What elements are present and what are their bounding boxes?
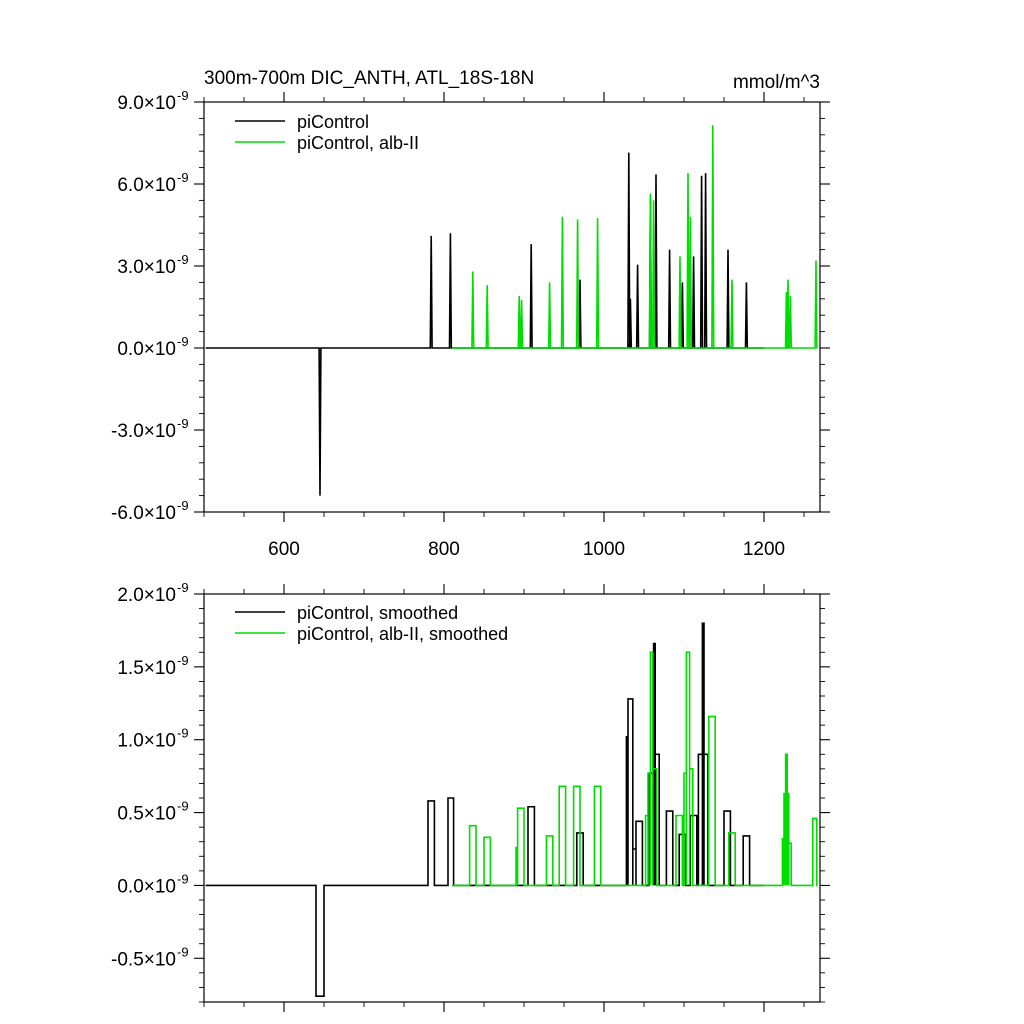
y-tick-label: 0.0×10 <box>117 876 176 897</box>
y-tick-label: 1.5×10 <box>117 658 176 679</box>
top-chart-panel: 300m-700m DIC_ANTH, ATL_18S-18N mmol/m^3… <box>111 68 830 560</box>
y-tick-exponent: -9 <box>177 944 189 959</box>
x-tick-label: 1000 <box>583 539 625 560</box>
y-tick-exponent: -9 <box>177 416 189 431</box>
bottom-chart-panel: -0.5×10 -90.0×10 -90.5×10 -91.0×10 -91.5×10-… <box>111 580 830 1012</box>
y-tick-exponent: -9 <box>177 88 189 103</box>
y-tick-label: 1.0×10 <box>117 731 176 752</box>
series-line-picontrol <box>205 622 764 997</box>
y-tick-label: 0.0×10 <box>117 339 176 360</box>
x-tick-label: 600 <box>268 539 300 560</box>
y-tick-exponent: -9 <box>177 871 189 886</box>
legend-label-picontrol: piControl <box>297 112 369 132</box>
y-tick-exponent: -9 <box>177 580 189 595</box>
chart-title: 300m-700m DIC_ANTH, ATL_18S-18N <box>204 68 534 89</box>
y-tick-label: 3.0×10 <box>117 257 176 278</box>
y-tick-exponent: -9 <box>177 498 189 513</box>
plot-frame <box>203 101 821 513</box>
plot-frame <box>203 593 821 1003</box>
legend-label-picontrol-smoothed: piControl, smoothed <box>297 603 458 623</box>
y-tick-label: -3.0×10 <box>111 421 176 442</box>
y-tick-exponent: -9 <box>177 653 189 668</box>
legend-label-picontrol-alb-ii: piControl, alb-II <box>297 133 419 153</box>
chart-units: mmol/m^3 <box>733 72 820 93</box>
x-tick-label: 800 <box>428 539 460 560</box>
y-tick-exponent: -9 <box>177 334 189 349</box>
y-tick-label: -0.5×10 <box>111 949 176 970</box>
series-line-picontrol-alb-ii <box>452 125 818 349</box>
y-tick-exponent: -9 <box>177 799 189 814</box>
y-tick-label: 0.5×10 <box>117 804 176 825</box>
y-tick-label: 2.0×10 <box>117 585 176 606</box>
y-tick-label: 9.0×10 <box>117 93 176 114</box>
y-tick-label: -6.0×10 <box>111 503 176 524</box>
y-tick-exponent: -9 <box>177 252 189 267</box>
legend-label-picontrol-alb-ii-smoothed: piControl, alb-II, smoothed <box>297 624 508 644</box>
x-tick-label: 1200 <box>743 539 785 560</box>
y-tick-exponent: -9 <box>177 726 189 741</box>
series-line-picontrol-alb-ii <box>452 651 818 887</box>
y-tick-exponent: -9 <box>177 170 189 185</box>
y-tick-label: 6.0×10 <box>117 175 176 196</box>
